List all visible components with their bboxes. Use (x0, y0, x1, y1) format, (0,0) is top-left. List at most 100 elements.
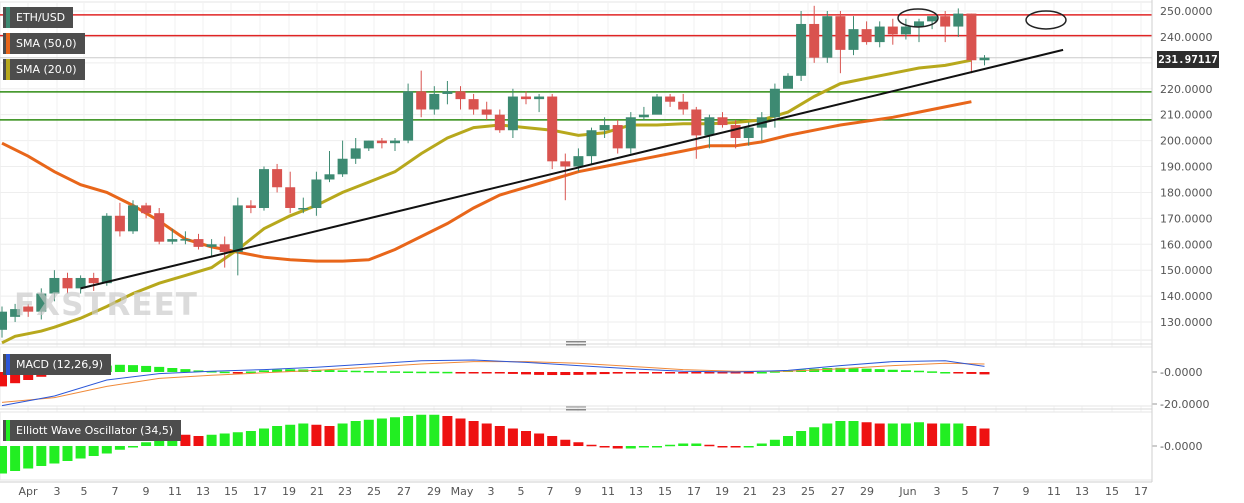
macd-histogram-bar (285, 369, 296, 372)
macd-swatch (6, 354, 10, 375)
x-tick-label: 9 (1023, 485, 1030, 498)
bull-candle (337, 158, 348, 175)
macd-histogram-bar (0, 372, 7, 387)
macd-histogram-bar (324, 370, 335, 372)
macd-histogram-bar (128, 365, 138, 372)
bull-candle (534, 96, 545, 100)
ewo-bar (599, 446, 610, 448)
ewo-tick-label: -0.0000 (1160, 440, 1202, 453)
macd-histogram-bar (940, 372, 951, 374)
macd-histogram-bar (403, 371, 414, 374)
macd-histogram-bar (468, 372, 479, 374)
ewo-bar (23, 446, 34, 469)
bear-candle (141, 205, 152, 214)
bull-candle (363, 140, 374, 149)
x-tick-label: 9 (575, 485, 582, 498)
bull-candle (914, 21, 924, 27)
ewo-bar (507, 428, 518, 446)
macd-histogram-bar (376, 371, 387, 373)
macd-tick-label: -0.0000 (1160, 366, 1202, 379)
macd-separator-handle (566, 341, 586, 343)
bear-candle (245, 205, 256, 208)
macd-line (1, 359, 985, 407)
x-tick-label: 13 (1075, 485, 1089, 498)
macd-histogram-bar (481, 372, 492, 374)
legend-ewo[interactable]: Elliott Wave Oscillator (34,5) (3, 420, 182, 441)
bull-candle (979, 57, 990, 61)
macd-histogram-bar (927, 371, 938, 373)
ewo-bar (88, 446, 99, 456)
macd-histogram-bar (245, 371, 256, 374)
ascending-trend-line (80, 48, 1064, 290)
bear-candle (665, 96, 676, 102)
bear-candle (88, 277, 99, 284)
ewo-bar (678, 443, 689, 446)
x-tick-label: 3 (488, 485, 495, 498)
price-tick-label: 150.0000 (1160, 264, 1213, 277)
bull-candle (0, 311, 7, 330)
bear-candle (835, 16, 846, 50)
macd-histogram-bar (521, 372, 531, 375)
bull-candle (927, 16, 938, 22)
x-tick-label: 25 (367, 485, 381, 498)
bear-candle (494, 114, 505, 131)
ewo-bar (468, 421, 479, 446)
ewo-bar (625, 446, 636, 449)
macd-panel (0, 346, 1153, 407)
bear-candle (521, 96, 531, 100)
symbol-swatch (6, 7, 10, 28)
bear-candle (678, 101, 689, 110)
x-tick-label: May (451, 485, 474, 498)
ewo-bar (953, 423, 964, 446)
bull-candle (75, 277, 86, 289)
macd-histogram-bar (390, 371, 400, 373)
legend-sma20-label: SMA (20,0) (16, 63, 77, 76)
macd-histogram-bar (848, 368, 859, 372)
ewo-bar (285, 424, 296, 446)
macd-histogram-bar (219, 371, 230, 374)
x-tick-label: 13 (196, 485, 210, 498)
bull-candle (429, 93, 440, 110)
bull-candle (507, 96, 518, 131)
macd-histogram-bar (704, 372, 715, 374)
ewo-bar (612, 446, 623, 449)
x-tick-label: 29 (860, 485, 874, 498)
macd-histogram-bar (23, 372, 34, 380)
x-tick-label: 15 (1105, 485, 1119, 498)
ewo-bar (665, 444, 676, 447)
macd-histogram-bar (455, 372, 466, 374)
candles (0, 5, 990, 338)
bull-candle (101, 215, 112, 284)
legend-macd[interactable]: MACD (12,26,9) (3, 354, 112, 375)
macd-histogram-bar (835, 367, 846, 372)
bear-candle (23, 306, 34, 312)
ewo-bar (743, 446, 754, 448)
bull-candle (180, 239, 191, 241)
bull-candle (848, 29, 859, 50)
x-tick-label: 11 (168, 485, 182, 498)
bull-candle (625, 117, 636, 149)
bear-candle (691, 109, 702, 136)
macd-histogram-bar (180, 369, 191, 372)
legend-sma50[interactable]: SMA (50,0) (3, 33, 85, 54)
ewo-bar (704, 444, 715, 447)
sma20-swatch (6, 59, 10, 80)
ewo-bar (481, 423, 492, 446)
bull-candle (259, 169, 269, 208)
macd-histogram-bar (154, 366, 165, 372)
bear-candle (193, 239, 204, 247)
ewo-bar (756, 443, 767, 446)
x-tick-label: 17 (1134, 485, 1148, 498)
x-tick-label: 13 (629, 485, 643, 498)
x-tick-label: 21 (310, 485, 324, 498)
x-tick-label: 19 (715, 485, 729, 498)
legend-symbol[interactable]: ETH/USD (3, 7, 74, 28)
ewo-bar (36, 446, 47, 466)
ewo-bar (114, 446, 125, 450)
price-tick-label: 130.0000 (1160, 316, 1213, 329)
ewo-bar (455, 418, 466, 446)
annotations (897, 8, 1067, 30)
legend-sma20[interactable]: SMA (20,0) (3, 59, 85, 80)
bull-candle (206, 244, 217, 247)
macd-histogram-bar (573, 372, 584, 375)
